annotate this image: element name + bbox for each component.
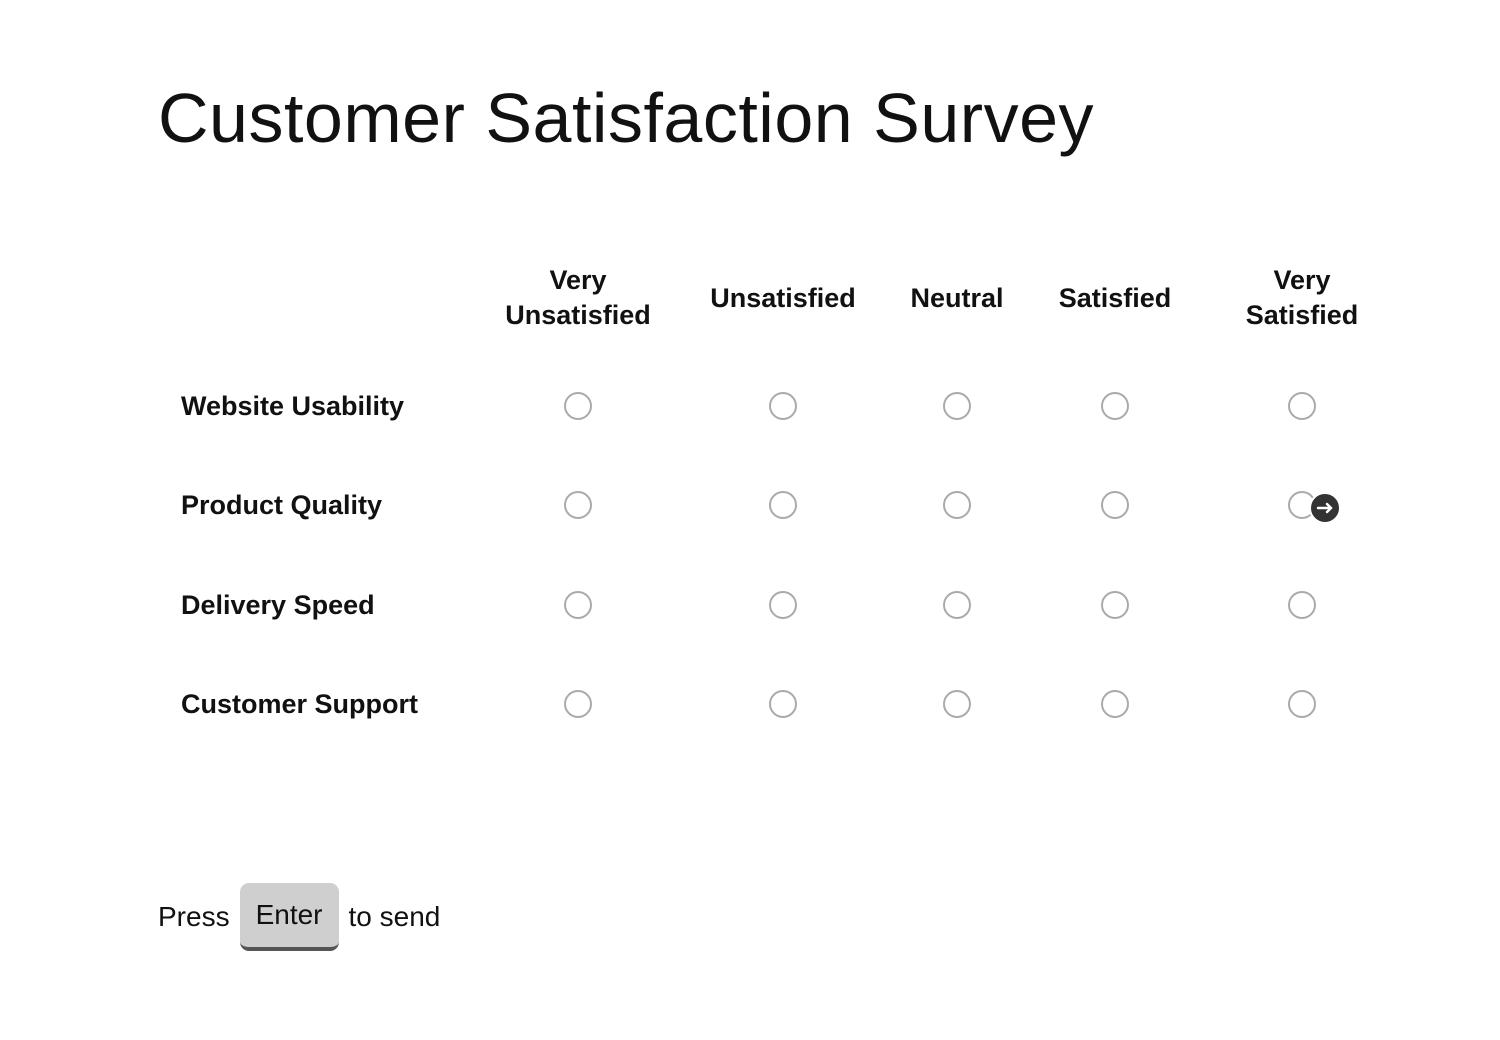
radio-option[interactable]	[943, 392, 971, 420]
cursor-icon	[1309, 492, 1341, 524]
radio-option[interactable]	[1288, 392, 1316, 420]
row-label: Product Quality	[181, 490, 383, 520]
row-label: Customer Support	[181, 689, 419, 719]
column-header: Unsatisfied	[710, 282, 856, 313]
radio-option[interactable]	[943, 591, 971, 619]
radio-option[interactable]	[564, 491, 592, 519]
radio-option[interactable]	[943, 491, 971, 519]
radio-option[interactable]	[769, 690, 797, 718]
radio-option[interactable]	[564, 392, 592, 420]
row-label: Delivery Speed	[181, 590, 375, 620]
radio-option[interactable]	[769, 392, 797, 420]
column-header-clip: Very Satisfied	[1237, 258, 1357, 338]
radio-option[interactable]	[769, 591, 797, 619]
column-header: Satisfied	[1058, 282, 1172, 313]
row-label: Website Usability	[181, 391, 405, 421]
radio-option[interactable]	[1101, 491, 1129, 519]
radio-option[interactable]	[769, 491, 797, 519]
send-hint: Press Enter to send	[158, 881, 440, 953]
radio-option[interactable]	[1101, 591, 1129, 619]
radio-option[interactable]	[1288, 591, 1316, 619]
column-header: Very Unsatisfied	[505, 265, 651, 330]
radio-option[interactable]	[564, 591, 592, 619]
hint-text: Press	[158, 901, 230, 932]
page-title: Customer Satisfaction Survey	[158, 79, 1095, 157]
radio-option[interactable]	[1288, 690, 1316, 718]
column-header: Neutral	[910, 282, 1004, 313]
radio-option[interactable]	[943, 690, 971, 718]
enter-key[interactable]: Enter	[239, 883, 339, 951]
radio-option[interactable]	[564, 690, 592, 718]
hint-text: to send	[348, 901, 441, 932]
radio-option[interactable]	[1101, 690, 1129, 718]
radio-option[interactable]	[1101, 392, 1129, 420]
column-header: Very Satisfied	[1245, 265, 1357, 330]
